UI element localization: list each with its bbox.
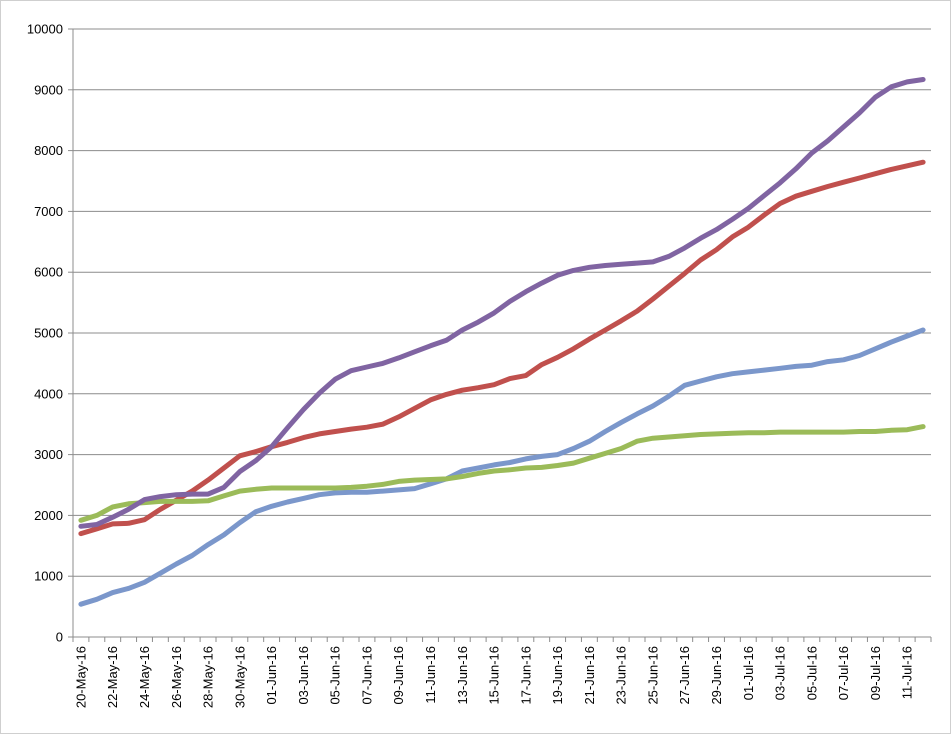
series-line-2 [78,159,926,537]
x-tick-label: 01-Jul-16 [741,646,756,700]
x-tick-label: 07-Jun-16 [359,646,374,705]
x-tick-label: 05-Jul-16 [804,646,819,700]
x-tick-label: 27-Jun-16 [677,646,692,705]
x-tick-label: 17-Jun-16 [518,646,533,705]
y-tick-label: 7000 [34,204,63,219]
x-tick-label: 24-May-16 [137,646,152,708]
y-tick-label: 9000 [34,82,63,97]
y-tick-label: 10000 [27,22,63,37]
x-tick-label: 26-May-16 [169,646,184,708]
series-line-1 [78,327,926,607]
y-tick-label: 3000 [34,447,63,462]
x-tick-label: 22-May-16 [105,646,120,708]
y-tick-label: 6000 [34,265,63,280]
gridlines [73,28,931,638]
x-tick-label: 11-Jul-16 [900,646,915,699]
x-tick-label: 03-Jun-16 [296,646,311,705]
y-tick-label: 5000 [34,326,63,341]
y-axis: 0 1000 2000 3000 4000 5000 6000 7000 8000 9000 100… [27,22,74,645]
y-tick-label: 2000 [34,508,63,523]
x-tick-label: 13-Jun-16 [455,646,470,705]
x-tick-label: 11-Jun-16 [423,646,438,704]
x-tick-label: 09-Jun-16 [391,646,406,705]
x-tick-label: 25-Jun-16 [645,646,660,705]
x-tick-label: 19-Jun-16 [550,646,565,705]
x-tick-label: 03-Jul-16 [773,646,788,700]
x-tick-label: 21-Jun-16 [582,646,597,705]
series-line-3 [78,424,926,523]
x-tick-label: 01-Jun-16 [264,646,279,705]
series-lines [78,77,926,607]
x-tick-label: 29-Jun-16 [709,646,724,705]
x-tick-label: 28-May-16 [201,646,216,708]
y-tick-label: 0 [56,630,63,645]
x-tick-label: 30-May-16 [232,646,247,708]
series-line-4 [78,77,926,529]
x-axis: 20-May-16 22-May-16 24-May-16 26-May-16 28-M… [72,637,932,708]
x-tick-label: 20-May-16 [73,646,88,708]
y-tick-label: 1000 [34,569,63,584]
y-tick-label: 4000 [34,386,63,401]
x-tick-label: 09-Jul-16 [868,646,883,700]
x-tick-label: 07-Jul-16 [836,646,851,700]
x-tick-label: 23-Jun-16 [614,646,629,705]
x-tick-label: 05-Jun-16 [328,646,343,705]
x-tick-label: 15-Jun-16 [487,646,502,705]
y-tick-label: 8000 [34,143,63,158]
